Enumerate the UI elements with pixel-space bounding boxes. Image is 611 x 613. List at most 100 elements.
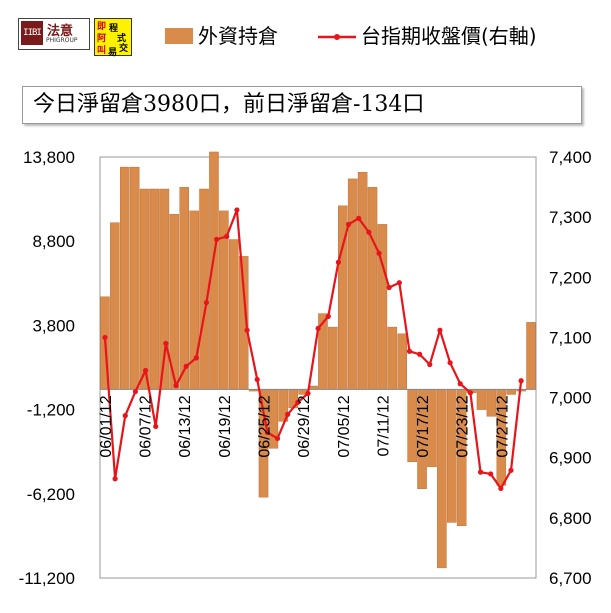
price-point	[142, 367, 149, 374]
price-point	[153, 423, 159, 430]
left-tick-label: 13,800	[23, 148, 75, 167]
price-point	[467, 390, 473, 396]
x-tick-label: 07/27/12	[494, 395, 511, 457]
right-tick-label: 7,200	[549, 268, 592, 287]
bar	[377, 224, 388, 390]
price-point	[112, 476, 118, 482]
right-tick-label: 7,000	[549, 389, 592, 408]
x-tick-label: 06/01/12	[98, 395, 115, 457]
price-point	[183, 363, 189, 369]
price-point	[163, 340, 169, 347]
badge-char: 叫	[97, 46, 107, 56]
price-point	[406, 348, 413, 354]
x-tick-label: 06/19/12	[217, 395, 234, 457]
bar	[110, 222, 120, 390]
trading-badge: 即 程 阿 式 叫 交 易	[94, 18, 132, 58]
price-point	[437, 327, 443, 333]
price-point	[132, 388, 139, 395]
phigroup-logo-mark: IIBI	[21, 21, 43, 45]
x-tick-label: 07/23/12	[455, 395, 472, 457]
legend-line-marker	[334, 34, 340, 40]
left-tick-label: 3,800	[32, 316, 75, 335]
right-axis: 7,400 7,300 7,200 7,100 7,000 6,900 6,800 6,700	[549, 148, 592, 588]
price-point	[315, 325, 321, 332]
bar	[120, 166, 130, 390]
price-point	[224, 233, 230, 239]
line-series	[102, 207, 524, 491]
price-point	[325, 313, 331, 319]
price-point	[335, 259, 342, 265]
bar	[357, 171, 368, 390]
price-point	[173, 382, 179, 389]
badge-char: 程	[109, 24, 119, 34]
right-tick-label: 7,100	[549, 328, 592, 347]
price-point	[477, 469, 484, 475]
price-point	[488, 471, 494, 477]
bar	[397, 333, 407, 390]
x-tick-label: 07/05/12	[336, 395, 353, 457]
bar	[526, 322, 536, 390]
x-tick-label: 07/17/12	[415, 395, 432, 457]
price-point	[447, 360, 453, 366]
price-point	[234, 207, 240, 213]
price-point	[122, 413, 128, 419]
close-price-line	[103, 208, 523, 490]
left-tick-label: -6,200	[27, 485, 75, 504]
phigroup-logo: IIBI 法意 PHIGROUP	[18, 18, 90, 50]
legend-bar-swatch	[165, 28, 193, 44]
bar	[129, 166, 140, 390]
x-tick-label: 07/11/12	[375, 395, 392, 456]
bar	[476, 389, 487, 410]
price-point	[295, 399, 301, 405]
price-point	[498, 485, 504, 491]
bar	[229, 239, 239, 390]
left-axis: 13,800 8,800 3,800 -1,200 -6,200 -11,200	[19, 148, 75, 588]
bar	[179, 187, 189, 390]
bar	[328, 326, 338, 390]
price-point	[518, 378, 524, 384]
price-point	[356, 215, 362, 221]
badge-char: 阿	[97, 34, 107, 44]
price-point	[214, 236, 220, 242]
x-axis-labels: 06/01/12 06/07/12 06/13/12 06/19/12 06/25/12…	[98, 395, 511, 457]
legend-line-label: 台指期收盤價(右軸)	[361, 24, 537, 48]
price-point	[203, 299, 210, 306]
price-point	[254, 376, 260, 383]
left-tick-label: 8,800	[32, 232, 75, 251]
badge-char: 易	[108, 48, 118, 58]
price-point	[285, 411, 291, 418]
price-point	[264, 429, 270, 436]
right-tick-label: 6,800	[549, 509, 592, 528]
price-point	[376, 250, 382, 256]
legend: 外資持倉 台指期收盤價(右軸)	[165, 24, 537, 48]
price-point	[427, 361, 433, 368]
price-point	[102, 334, 108, 341]
right-tick-label: 7,400	[549, 148, 592, 167]
right-tick-label: 7,300	[549, 208, 592, 227]
bar-series	[100, 151, 536, 569]
price-point	[366, 229, 372, 235]
bar	[437, 389, 447, 569]
bar	[139, 188, 150, 390]
bar	[199, 188, 209, 390]
price-point	[345, 221, 352, 227]
badge-char: 交	[119, 44, 129, 54]
x-tick-label: 06/07/12	[138, 395, 155, 457]
left-tick-label: -11,200	[19, 569, 75, 588]
bar	[367, 187, 378, 390]
badge-char: 即	[97, 22, 107, 32]
bar	[347, 178, 358, 390]
price-point	[457, 381, 463, 387]
badge-char: 式	[117, 34, 127, 44]
price-point	[508, 467, 514, 473]
price-point	[244, 327, 250, 333]
price-point	[396, 280, 402, 286]
x-tick-label: 06/13/12	[177, 395, 194, 457]
right-tick-label: 6,900	[549, 449, 592, 468]
bar	[149, 188, 160, 390]
price-point	[274, 435, 281, 442]
legend-bar-label: 外資持倉	[198, 24, 278, 48]
bar	[506, 389, 516, 395]
price-point	[417, 351, 423, 357]
